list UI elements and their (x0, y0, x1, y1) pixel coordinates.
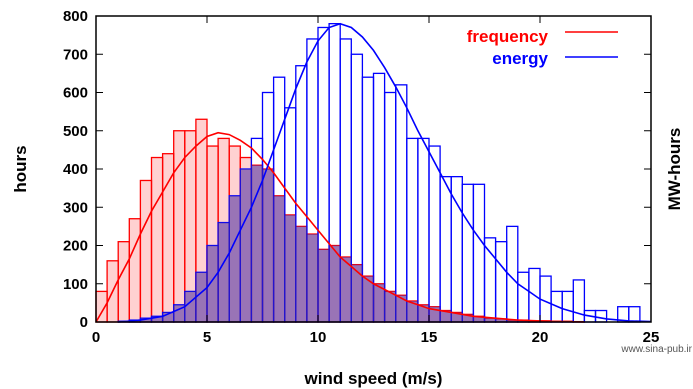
y-tick-label-700: 700 (63, 46, 88, 63)
y-tick-label-200: 200 (63, 238, 88, 255)
energy-fit-curve (118, 22, 652, 323)
legend-label-frequency: frequency (467, 27, 549, 46)
overlap-bar-8 (207, 245, 219, 322)
overlap-bar-34 (495, 318, 507, 322)
overlap-bar-9 (218, 222, 230, 322)
overlap-bar-10 (229, 195, 241, 322)
energy-bar-33 (483, 237, 497, 323)
energy-bar-27 (417, 137, 430, 323)
overlap-bar-5 (173, 304, 185, 322)
energy-bar-24 (383, 91, 397, 323)
energy-bar-29 (439, 175, 452, 323)
overlap-bar-32 (473, 316, 485, 322)
y2-axis-title: MW-hours (665, 128, 684, 211)
overlap-bar-23 (373, 283, 385, 322)
overlap-bar-6 (184, 291, 196, 322)
overlap-bar-12 (251, 165, 263, 322)
energy-bars (117, 22, 641, 323)
overlap-bar-26 (406, 300, 418, 322)
overlap-bar-4 (162, 312, 174, 322)
overlap-bar-25 (395, 295, 407, 322)
y-tick-label-0: 0 (80, 314, 88, 331)
energy-bar-41 (572, 279, 586, 323)
overlap-bar-17 (306, 234, 318, 322)
energy-bar-36 (517, 271, 530, 323)
legend-label-energy: energy (492, 49, 548, 68)
energy-bar-31 (461, 183, 475, 323)
fit-curves (95, 22, 652, 323)
overlap-bar-22 (362, 276, 374, 322)
energy-bar-40 (561, 290, 574, 323)
tick-labels: 0 5 10 15 20 25 0 100 200 300 400 500 600 700 800 (63, 8, 659, 346)
frequency-fit-curve (95, 131, 585, 323)
overlap-bar-31 (462, 314, 474, 322)
energy-bar-25 (395, 84, 408, 323)
y-tick-label-800: 800 (63, 8, 88, 25)
overlap-bar-20 (340, 256, 352, 322)
energy-bar-43 (594, 309, 608, 323)
axis-ticks (95, 15, 652, 323)
overlap-bar-28 (429, 306, 441, 322)
y-tick-label-100: 100 (63, 276, 88, 293)
overlap-bar-27 (417, 304, 429, 322)
overlap-bar-35 (506, 320, 518, 322)
energy-bar-45 (628, 306, 641, 323)
overlap-bar-3 (151, 316, 163, 322)
x-tick-label-10: 10 (310, 329, 327, 346)
energy-bar-30 (450, 175, 463, 323)
watermark: www.sina-pub.ir (620, 344, 692, 355)
energy-bar-34 (494, 241, 508, 323)
y-tick-label-400: 400 (63, 161, 88, 178)
x-tick-label-0: 0 (92, 329, 100, 346)
y-axis-title: hours (11, 145, 30, 192)
overlap-bar-18 (318, 249, 330, 322)
x-tick-label-25: 25 (643, 329, 660, 346)
overlap-bar-29 (440, 310, 452, 322)
frequency-bar-5 (150, 156, 164, 323)
overlap-bar-7 (195, 272, 207, 322)
legend: frequency energy (467, 27, 618, 68)
overlap-bar-16 (295, 226, 307, 322)
y-tick-label-500: 500 (63, 123, 88, 140)
overlap-bar-2 (140, 318, 152, 322)
overlap-bar-30 (451, 312, 463, 322)
overlap-bar-15 (284, 214, 296, 322)
y-tick-label-300: 300 (63, 199, 88, 216)
frequency-bar-3 (128, 218, 142, 323)
frequency-bar-4 (139, 179, 153, 323)
energy-bar-28 (428, 145, 441, 323)
overlap-bar-21 (351, 264, 363, 322)
y-tick-label-600: 600 (63, 85, 88, 102)
overlap-bar-19 (329, 245, 341, 322)
overlap-bar-14 (273, 195, 285, 322)
frequency-bar-6 (161, 153, 175, 323)
energy-bar-32 (472, 183, 486, 323)
frequency-bar-2 (117, 241, 130, 323)
overlap-bar-33 (484, 318, 496, 322)
overlap-bar-24 (384, 291, 396, 322)
x-tick-label-20: 20 (532, 329, 549, 346)
x-tick-label-5: 5 (203, 329, 211, 346)
x-axis-title: wind speed (m/s) (304, 369, 443, 388)
energy-bar-26 (406, 137, 419, 323)
overlap-bar-11 (240, 169, 252, 322)
x-tick-label-15: 15 (421, 329, 438, 346)
overlap-bar-13 (262, 169, 274, 322)
